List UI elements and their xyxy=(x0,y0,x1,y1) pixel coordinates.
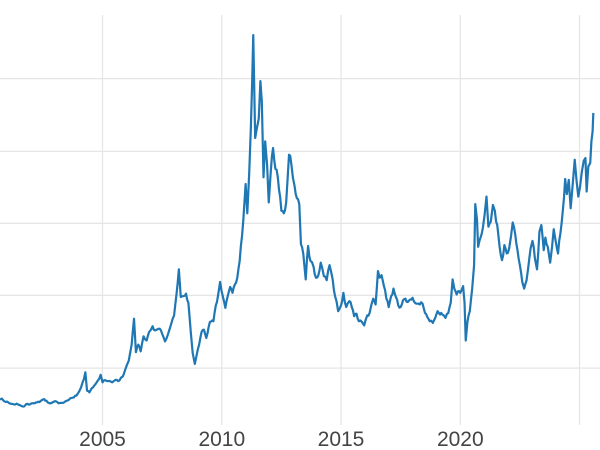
x-tick-label-2005: 2005 xyxy=(79,428,126,450)
x-tick-label-2020: 2020 xyxy=(437,428,484,450)
price-line-series xyxy=(0,33,595,408)
x-tick-label-2010: 2010 xyxy=(198,428,245,450)
x-tick-label-2015: 2015 xyxy=(318,428,365,450)
